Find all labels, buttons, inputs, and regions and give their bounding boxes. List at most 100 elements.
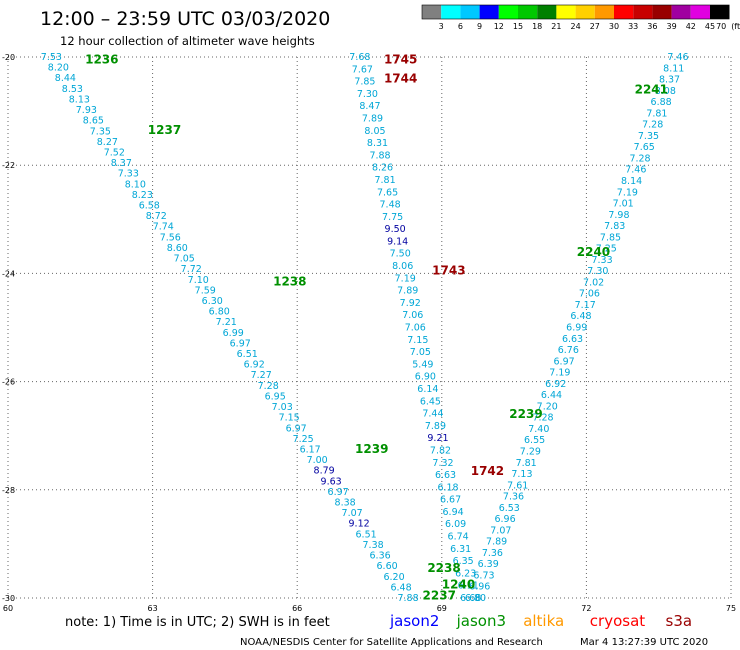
wave-height-value: 7.89 bbox=[486, 537, 507, 548]
wave-height-value: 7.30 bbox=[587, 266, 608, 277]
wave-height-value: 6.63 bbox=[435, 470, 456, 481]
satellite-legend: jason2 jason3 altika cryosat s3a bbox=[389, 612, 692, 630]
legend-cryosat: cryosat bbox=[590, 612, 645, 630]
color-swatch bbox=[422, 5, 442, 19]
color-swatch bbox=[556, 5, 576, 19]
time-label: 2238 bbox=[427, 561, 460, 575]
color-scale-label: 45 bbox=[705, 22, 715, 31]
wave-height-value: 6.80 bbox=[465, 593, 486, 604]
wave-height-value: 7.20 bbox=[537, 401, 558, 412]
wave-height-value: 6.60 bbox=[377, 561, 398, 572]
time-label: 1238 bbox=[273, 275, 306, 289]
wave-height-value: 6.96 bbox=[469, 582, 490, 593]
x-tick-label: 72 bbox=[581, 604, 591, 613]
color-scale-label: 33 bbox=[628, 22, 638, 31]
wave-height-value: 7.85 bbox=[600, 232, 621, 243]
wave-height-value: 7.25 bbox=[596, 244, 617, 255]
wave-height-value: 9.50 bbox=[385, 224, 406, 235]
wave-height-value: 7.56 bbox=[160, 232, 181, 243]
wave-height-value: 7.27 bbox=[251, 370, 272, 381]
y-tick-label: -20 bbox=[2, 53, 15, 62]
wave-height-value: 8.08 bbox=[655, 86, 676, 97]
legend-jason3: jason3 bbox=[456, 612, 506, 630]
timestamp: Mar 4 13:27:39 UTC 2020 bbox=[580, 637, 708, 648]
wave-height-value: 8.11 bbox=[663, 63, 684, 74]
wave-height-value: 7.10 bbox=[188, 275, 209, 286]
wave-height-value: 6.09 bbox=[445, 519, 466, 530]
color-swatch bbox=[537, 5, 557, 19]
x-tick-label: 66 bbox=[292, 604, 302, 613]
wave-height-value: 7.07 bbox=[490, 525, 511, 536]
wave-height-value: 7.61 bbox=[507, 480, 528, 491]
color-scale-label: 30 bbox=[609, 22, 619, 31]
wave-height-value: 8.37 bbox=[659, 75, 680, 86]
x-tick-label: 60 bbox=[3, 604, 13, 613]
color-scale-label: 42 bbox=[686, 22, 696, 31]
track-1745-1742: 7.687.677.857.308.477.898.058.317.888.26… bbox=[349, 52, 481, 604]
time-label: 1237 bbox=[148, 123, 181, 137]
wave-height-value: 6.44 bbox=[541, 390, 562, 401]
wave-height-value: 8.14 bbox=[621, 176, 642, 187]
wave-height-value: 9.21 bbox=[427, 433, 448, 444]
wave-height-value: 7.89 bbox=[425, 421, 446, 432]
wave-height-value: 6.53 bbox=[499, 503, 520, 514]
color-scale-label: 6 bbox=[458, 22, 463, 31]
color-scale-label: 18 bbox=[532, 22, 542, 31]
wave-height-value: 7.19 bbox=[617, 187, 638, 198]
wave-height-value: 6.20 bbox=[383, 572, 404, 583]
color-scale-unit: (ft) bbox=[731, 22, 740, 31]
color-scale-border bbox=[421, 4, 730, 20]
wave-height-value: 6.73 bbox=[473, 570, 494, 581]
wave-height-value: 6.55 bbox=[524, 435, 545, 446]
wave-height-value: 6.31 bbox=[450, 544, 471, 555]
wave-height-value: 7.06 bbox=[405, 323, 426, 334]
time-label: 1240 bbox=[442, 577, 475, 591]
time-label: 2240 bbox=[577, 245, 610, 259]
y-tick-label: -28 bbox=[2, 486, 15, 495]
footnote: note: 1) Time is in UTC; 2) SWH is in fe… bbox=[65, 615, 330, 630]
wave-height-value: 7.36 bbox=[482, 548, 503, 559]
y-tick-label: -22 bbox=[2, 161, 15, 170]
wave-height-value: 6.17 bbox=[300, 444, 321, 455]
chart-subtitle: 12 hour collection of altimeter wave hei… bbox=[60, 34, 315, 48]
wave-height-value: 6.94 bbox=[443, 507, 464, 518]
wave-height-value: 6.36 bbox=[370, 551, 391, 562]
wave-height-value: 6.80 bbox=[209, 307, 230, 318]
time-label: 2241 bbox=[635, 82, 668, 96]
wave-height-value: 8.27 bbox=[97, 137, 118, 148]
wave-height-value: 6.45 bbox=[420, 396, 441, 407]
wave-height-value: 6.76 bbox=[558, 345, 579, 356]
color-swatch bbox=[633, 5, 653, 19]
wave-height-value: 8.13 bbox=[69, 94, 90, 105]
wave-height-value: 7.32 bbox=[432, 458, 453, 469]
wave-height-value: 7.67 bbox=[352, 64, 373, 75]
wave-height-value: 6.99 bbox=[223, 328, 244, 339]
wave-height-value: 7.17 bbox=[575, 300, 596, 311]
color-swatch bbox=[671, 5, 691, 19]
color-scale-label: 12 bbox=[494, 22, 504, 31]
wave-height-value: 8.38 bbox=[335, 498, 356, 509]
color-scale-label: 70 bbox=[716, 22, 726, 31]
wave-height-value: 7.30 bbox=[357, 89, 378, 100]
color-swatch bbox=[518, 5, 538, 19]
wave-height-value: 7.88 bbox=[397, 593, 418, 604]
wave-height-value: 7.46 bbox=[667, 52, 688, 63]
wave-height-value: 7.35 bbox=[90, 126, 111, 137]
wave-height-value: 7.81 bbox=[374, 175, 395, 186]
wave-height-value: 6.63 bbox=[562, 334, 583, 345]
wave-height-value: 7.06 bbox=[402, 310, 423, 321]
time-label: 1742 bbox=[471, 464, 504, 478]
credit-line: NOAA/NESDIS Center for Satellite Applica… bbox=[240, 637, 543, 648]
wave-height-value: 7.05 bbox=[410, 347, 431, 358]
wave-height-value: 7.48 bbox=[380, 200, 401, 211]
color-scale-label: 39 bbox=[667, 22, 677, 31]
wave-height-value: 6.97 bbox=[554, 356, 575, 367]
satellite-tracks: 7.538.208.448.538.137.938.657.358.277.52… bbox=[41, 52, 689, 604]
color-scale-label: 9 bbox=[477, 22, 482, 31]
wave-height-value: 7.81 bbox=[646, 108, 667, 119]
wave-height-value: 7.85 bbox=[354, 77, 375, 88]
wave-height-value: 7.28 bbox=[642, 120, 663, 131]
color-swatch bbox=[498, 5, 518, 19]
color-swatch bbox=[690, 5, 710, 19]
wave-height-value: 7.81 bbox=[516, 458, 537, 469]
